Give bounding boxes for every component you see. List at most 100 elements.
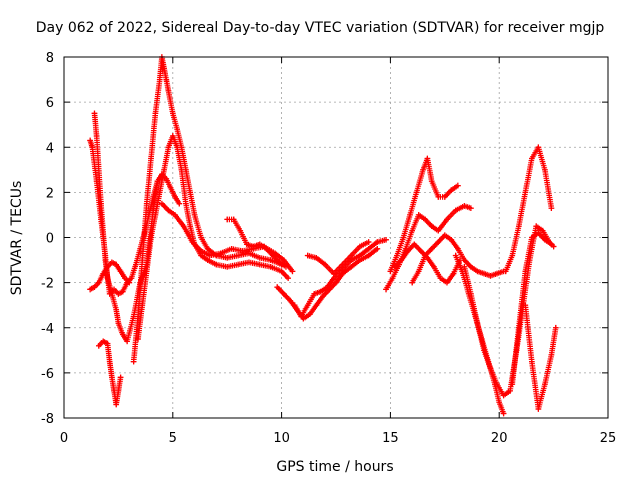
data-point: [198, 234, 204, 241]
data-point: [239, 248, 246, 254]
data-point: [119, 331, 126, 338]
data-point: [93, 133, 100, 139]
data-point: [437, 275, 444, 281]
data-point: [104, 340, 111, 347]
data-point: [198, 248, 204, 254]
data-point: [124, 338, 130, 345]
data-point: [204, 257, 211, 263]
data-point: [374, 239, 381, 245]
data-point: [130, 358, 137, 365]
data-point: [113, 306, 120, 313]
series-track-10: [291, 236, 389, 320]
data-point: [183, 200, 189, 207]
data-point: [148, 155, 154, 162]
data-point: [461, 203, 468, 209]
data-point: [515, 223, 522, 230]
data-point: [435, 194, 442, 200]
data-point: [170, 133, 176, 139]
data-point: [206, 252, 213, 259]
data-point: [365, 252, 372, 259]
data-point: [165, 144, 172, 151]
data-point: [102, 257, 109, 263]
series-track-13: [387, 155, 461, 275]
data-point: [191, 212, 198, 218]
data-point: [161, 65, 167, 72]
data-point: [420, 167, 426, 173]
data-point: [324, 284, 331, 290]
data-point: [422, 216, 429, 223]
data-point: [154, 178, 161, 184]
data-point: [235, 252, 241, 259]
data-point: [322, 261, 328, 268]
x-tick-label: 20: [491, 431, 508, 446]
data-point: [280, 291, 287, 297]
data-point: [522, 302, 529, 308]
data-point: [548, 352, 555, 358]
data-point: [124, 279, 130, 286]
data-point: [333, 279, 339, 286]
data-point: [89, 144, 96, 151]
data-point: [235, 261, 241, 268]
data-point: [106, 358, 113, 365]
data-point: [481, 347, 487, 354]
data-point: [117, 374, 124, 381]
data-point: [481, 270, 487, 277]
data-point: [320, 293, 326, 299]
data-point: [542, 236, 548, 243]
data-point: [174, 126, 180, 132]
data-point: [122, 275, 128, 281]
data-point: [113, 261, 120, 268]
data-point: [529, 234, 535, 241]
data-point: [394, 252, 400, 259]
data-point: [139, 257, 146, 263]
data-point: [455, 182, 461, 189]
y-tick-label: 8: [46, 51, 54, 66]
data-point: [535, 406, 542, 412]
data-point: [509, 381, 516, 387]
data-point: [96, 279, 102, 286]
series-track-4: [96, 338, 124, 408]
data-point: [422, 252, 429, 259]
data-point: [257, 261, 263, 268]
data-point: [143, 200, 150, 207]
data-point: [213, 261, 220, 268]
data-point: [87, 286, 93, 293]
data-point: [450, 270, 457, 277]
y-tick-label: 2: [46, 186, 54, 201]
data-point: [435, 227, 442, 234]
data-point: [474, 320, 481, 327]
data-point: [474, 268, 481, 275]
data-point: [172, 212, 178, 218]
series-track-15: [409, 232, 507, 286]
data-point: [522, 189, 529, 196]
data-point: [230, 216, 237, 223]
data-point: [552, 324, 559, 331]
data-point: [348, 264, 355, 270]
data-point: [339, 261, 346, 268]
data-point: [487, 365, 494, 372]
data-point: [165, 88, 172, 94]
data-point: [187, 189, 194, 196]
y-tick-label: -8: [41, 412, 54, 427]
data-point: [452, 252, 459, 259]
data-point: [133, 261, 139, 268]
data-point: [398, 257, 405, 263]
data-point: [533, 223, 539, 230]
data-point: [263, 245, 270, 252]
data-point: [461, 264, 468, 270]
data-point: [156, 189, 163, 196]
data-point: [117, 268, 124, 275]
series-track-7: [159, 200, 296, 275]
data-point: [170, 110, 176, 117]
data-point: [115, 291, 122, 297]
data-point: [283, 264, 289, 270]
data-point: [400, 234, 407, 241]
data-point: [96, 343, 102, 349]
data-point: [529, 155, 535, 162]
data-point: [500, 410, 507, 417]
data-point: [494, 270, 500, 277]
data-point: [267, 264, 274, 270]
data-point: [237, 227, 244, 234]
data-point: [167, 185, 174, 191]
